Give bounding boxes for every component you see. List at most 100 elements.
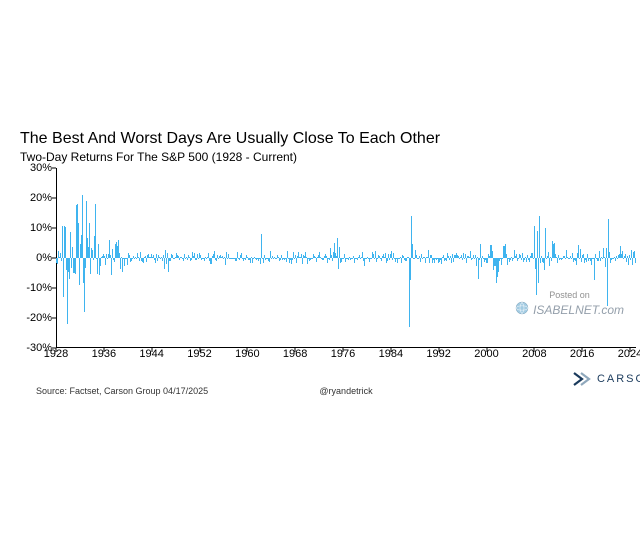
series-bar <box>540 258 541 263</box>
series-bar <box>329 258 330 260</box>
chart-container: The Best And Worst Days Are Usually Clos… <box>20 130 620 348</box>
y-tick-mark <box>52 228 56 229</box>
series-bar <box>613 258 614 259</box>
series-bar <box>551 258 552 261</box>
series-bar <box>348 258 349 260</box>
series-bar <box>354 258 355 263</box>
series-bar <box>155 258 156 263</box>
series-bar <box>387 258 388 261</box>
series-bar <box>165 250 166 258</box>
series-bar <box>170 258 171 261</box>
series-bar <box>594 258 595 280</box>
series-bar <box>260 258 261 264</box>
series-bar <box>389 258 390 260</box>
series-bar <box>232 258 233 259</box>
series-bar <box>337 238 338 258</box>
series-bar <box>470 251 471 258</box>
series-bar <box>79 258 80 285</box>
series-bar <box>369 258 370 262</box>
series-bar <box>598 258 599 261</box>
series-bar <box>98 244 99 258</box>
series-bar <box>273 258 274 259</box>
x-tick-mark <box>151 348 152 352</box>
brand-text: CARSON <box>597 373 640 385</box>
series-bar <box>395 258 396 262</box>
series-bar <box>112 249 113 258</box>
watermark: Posted on ISABELNET.com <box>515 290 624 318</box>
series-bar <box>374 258 375 259</box>
chart-subtitle: Two-Day Returns For The S&P 500 (1928 - … <box>20 150 620 164</box>
y-tick-label: 10% <box>30 222 52 234</box>
series-bar <box>580 249 581 258</box>
series-bar <box>534 226 535 258</box>
series-bar <box>602 258 603 259</box>
watermark-posted-label: Posted on <box>515 290 624 300</box>
y-tick-mark <box>52 288 56 289</box>
series-bar <box>399 258 400 259</box>
watermark-site-text: ISABELNET.com <box>533 303 624 317</box>
series-bar <box>339 247 340 258</box>
x-tick-mark <box>486 348 487 352</box>
y-tick-label: 20% <box>30 192 52 204</box>
series-bar <box>218 258 219 259</box>
series-bar <box>479 258 480 260</box>
series-bar <box>492 251 493 258</box>
series-bar <box>250 258 251 263</box>
series-bar <box>62 226 63 258</box>
series-bar <box>294 258 295 259</box>
author-handle: @ryandetrick <box>319 386 372 396</box>
y-tick-label: -20% <box>26 312 52 324</box>
y-tick-mark <box>52 168 56 169</box>
series-bar <box>632 258 633 265</box>
y-tick-mark <box>52 318 56 319</box>
x-tick-mark <box>295 348 296 352</box>
series-bar <box>287 251 288 258</box>
series-bar <box>296 258 297 263</box>
x-tick-mark <box>343 348 344 352</box>
series-bar <box>93 258 94 260</box>
series-bar <box>546 258 547 259</box>
series-bar <box>513 258 514 259</box>
series-bar <box>111 258 112 275</box>
series-bar <box>401 258 402 263</box>
series-bar <box>428 250 429 259</box>
series-bar <box>549 258 550 266</box>
series-bar <box>501 258 502 265</box>
series-bar <box>85 258 86 268</box>
x-tick-mark <box>390 348 391 352</box>
series-bar <box>211 258 212 264</box>
series-bar <box>565 258 566 259</box>
y-tick-label: 0% <box>36 252 52 264</box>
series-bar <box>69 258 70 279</box>
series-bar <box>307 258 308 264</box>
series-bar <box>263 258 264 263</box>
series-bar <box>124 258 125 266</box>
series-bar <box>526 258 527 262</box>
series-bar <box>441 258 442 264</box>
series-bar <box>191 258 192 260</box>
series-bar <box>474 258 475 259</box>
series-bar <box>576 258 577 265</box>
series-bar <box>252 258 253 263</box>
series-bar <box>371 258 372 259</box>
series-bar <box>236 258 237 261</box>
series-bar <box>261 234 262 258</box>
series-bar <box>579 258 580 259</box>
series-bar <box>245 258 246 260</box>
series-bar <box>381 258 382 261</box>
series-bar <box>57 258 58 264</box>
series-bar <box>524 258 525 260</box>
x-tick-mark <box>582 348 583 352</box>
series-bar <box>160 258 161 259</box>
watermark-site: ISABELNET.com <box>515 301 624 318</box>
series-bar <box>606 248 607 258</box>
series-bar <box>533 258 534 259</box>
series-bar <box>107 258 108 259</box>
series-bar <box>225 258 226 265</box>
series-bar <box>256 258 257 260</box>
source-text: Source: Factset, Carson Group 04/17/2025 <box>36 386 208 396</box>
x-tick-mark <box>199 348 200 352</box>
series-bar <box>628 258 629 265</box>
series-bar <box>599 251 600 258</box>
plot-area: 30%20%10%0%-10%-20%-30% 1928193619441952… <box>56 168 636 348</box>
